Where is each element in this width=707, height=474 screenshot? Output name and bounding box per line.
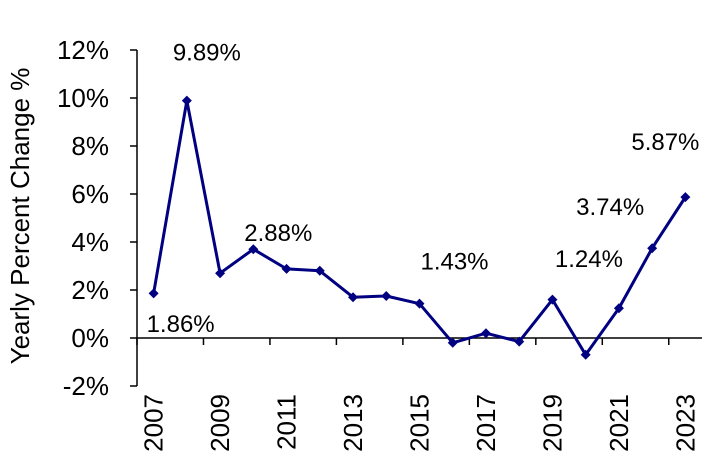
data-point-marker [248, 244, 259, 255]
y-tick-label: 6% [71, 179, 109, 209]
x-tick-label: 2017 [471, 394, 501, 452]
y-tick-label: 12% [57, 35, 109, 65]
data-point-marker [348, 292, 359, 303]
data-point-marker [480, 328, 491, 339]
x-tick-label: 2007 [139, 394, 169, 452]
x-tick-label: 2021 [604, 394, 634, 452]
data-label: 9.89% [173, 40, 241, 67]
axes [136, 50, 702, 386]
data-labels: 1.86% 9.89% 2.88% 1.43% 1.24% 3.74% 5.87% [147, 40, 700, 338]
data-label: 1.86% [147, 311, 215, 338]
data-point-marker [314, 265, 325, 276]
data-point-marker [647, 243, 658, 254]
data-point-marker [181, 95, 192, 106]
data-point-marker [447, 337, 458, 348]
data-point-marker [613, 303, 624, 314]
y-tick-label: 8% [71, 131, 109, 161]
data-point-marker [148, 288, 159, 299]
series-line [152, 99, 687, 357]
x-tick-label: 2013 [338, 394, 368, 452]
y-tick-label: 10% [57, 83, 109, 113]
data-point-marker [547, 294, 558, 305]
data-point-marker [680, 192, 691, 203]
data-label: 1.43% [420, 249, 488, 276]
x-tick-label: 2011 [272, 394, 302, 450]
y-tick-label: 4% [71, 227, 109, 257]
data-label: 1.24% [555, 246, 623, 273]
data-point-marker [414, 298, 425, 309]
data-point-marker [580, 349, 591, 360]
x-tick-label: 2023 [670, 394, 700, 452]
data-point-marker [381, 291, 392, 301]
data-point-marker [215, 268, 226, 279]
x-axis-ticks: 2007 2009 2011 2013 2015 2017 2019 2021 2023 [136, 338, 700, 452]
x-tick-label: 2019 [537, 394, 567, 452]
y-tick-label: 0% [71, 323, 109, 353]
data-point-marker [514, 336, 525, 347]
data-label: 5.87% [631, 129, 699, 156]
y-axis-ticks: 12% 10% 8% 6% 4% 2% 0% -2% [57, 35, 137, 401]
y-tick-label: 2% [71, 275, 109, 305]
y-tick-label: -2% [63, 371, 109, 401]
data-label: 3.74% [576, 194, 644, 221]
series-layer [148, 95, 691, 360]
data-label: 2.88% [244, 220, 312, 247]
data-point-marker [281, 263, 292, 274]
y-axis-title: Yearly Percent Change % [5, 68, 35, 365]
x-tick-label: 2009 [205, 394, 235, 452]
x-tick-label: 2015 [405, 394, 435, 452]
